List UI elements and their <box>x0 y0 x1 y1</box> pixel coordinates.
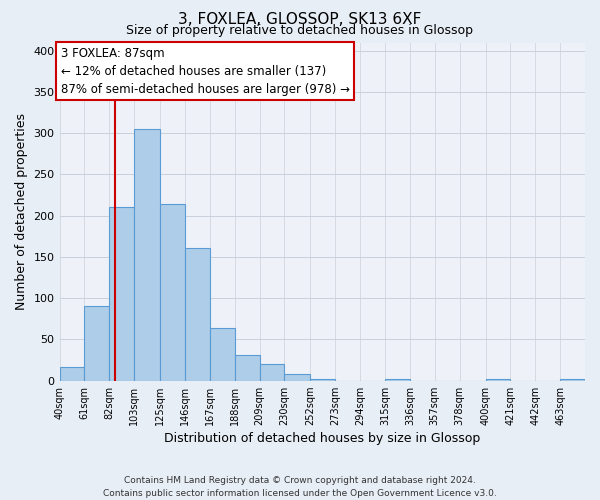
Bar <box>134 129 160 380</box>
Bar <box>160 204 185 380</box>
Bar <box>210 328 235 380</box>
Bar <box>59 366 85 380</box>
Text: 3 FOXLEA: 87sqm
← 12% of detached houses are smaller (137)
87% of semi-detached : 3 FOXLEA: 87sqm ← 12% of detached houses… <box>61 46 350 96</box>
Text: 3, FOXLEA, GLOSSOP, SK13 6XF: 3, FOXLEA, GLOSSOP, SK13 6XF <box>178 12 422 28</box>
Bar <box>385 379 410 380</box>
X-axis label: Distribution of detached houses by size in Glossop: Distribution of detached houses by size … <box>164 432 481 445</box>
Bar <box>560 379 585 380</box>
Y-axis label: Number of detached properties: Number of detached properties <box>15 113 28 310</box>
Text: Size of property relative to detached houses in Glossop: Size of property relative to detached ho… <box>127 24 473 37</box>
Bar <box>310 379 335 380</box>
Bar <box>185 248 210 380</box>
Bar <box>260 364 284 380</box>
Bar <box>85 306 109 380</box>
Bar <box>235 355 260 380</box>
Bar <box>109 206 134 380</box>
Bar <box>485 379 511 380</box>
Bar <box>284 374 310 380</box>
Text: Contains HM Land Registry data © Crown copyright and database right 2024.
Contai: Contains HM Land Registry data © Crown c… <box>103 476 497 498</box>
